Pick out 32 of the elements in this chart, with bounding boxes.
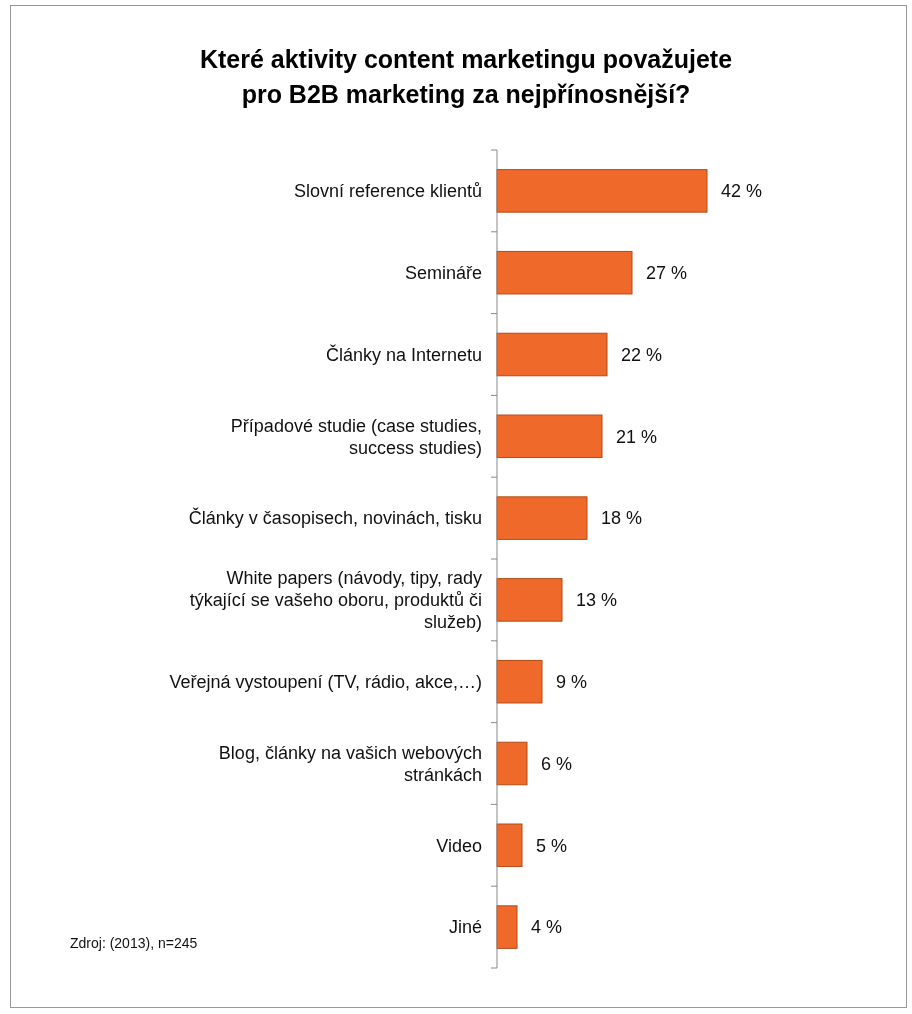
data-label: 6 % xyxy=(541,753,573,774)
y-tick-label: Slovní reference klientů xyxy=(293,181,482,202)
data-label: 27 % xyxy=(646,263,688,283)
y-tick-label: Jiné xyxy=(448,917,482,938)
data-label: 13 % xyxy=(576,590,618,611)
y-tick-label: White papers (návody, tipy, rady týkající se vašeho oboru, produktů či služeb) xyxy=(189,568,482,633)
data-label: 9 % xyxy=(556,672,588,692)
bar xyxy=(496,823,523,868)
data-label: 4 % xyxy=(531,917,563,938)
bar xyxy=(496,741,528,786)
y-tick-label: Semináře xyxy=(404,263,482,283)
bar xyxy=(496,659,543,704)
bar xyxy=(496,169,708,213)
y-tick-label: Video xyxy=(436,835,482,856)
data-label: 21 % xyxy=(616,426,658,447)
chart-title: Které aktivity content marketingu považujete pro B2B marketing za nejpřínosnější? xyxy=(199,45,733,108)
y-tick-label: Veřejná vystoupení (TV, rádio, akce,…) xyxy=(169,672,482,692)
data-label: 42 % xyxy=(721,181,763,202)
bar xyxy=(496,578,563,622)
bar xyxy=(496,414,603,459)
y-tick-label: Články v časopisech, novinách, tisku xyxy=(188,507,482,529)
bar xyxy=(496,905,518,949)
bar xyxy=(496,496,588,540)
data-label: 18 % xyxy=(601,508,643,529)
text: Zdroj: (2013), n=245 xyxy=(70,935,198,951)
data-label: 22 % xyxy=(621,344,663,365)
bar xyxy=(496,332,608,377)
y-tick-label: Blog, články na vašich webových stránkách xyxy=(218,742,482,785)
data-label: 5 % xyxy=(536,835,568,856)
y-tick-label: Články na Internetu xyxy=(325,343,482,365)
bar xyxy=(496,250,633,295)
y-tick-label: Případové studie (case studies, success studies) xyxy=(230,415,482,458)
